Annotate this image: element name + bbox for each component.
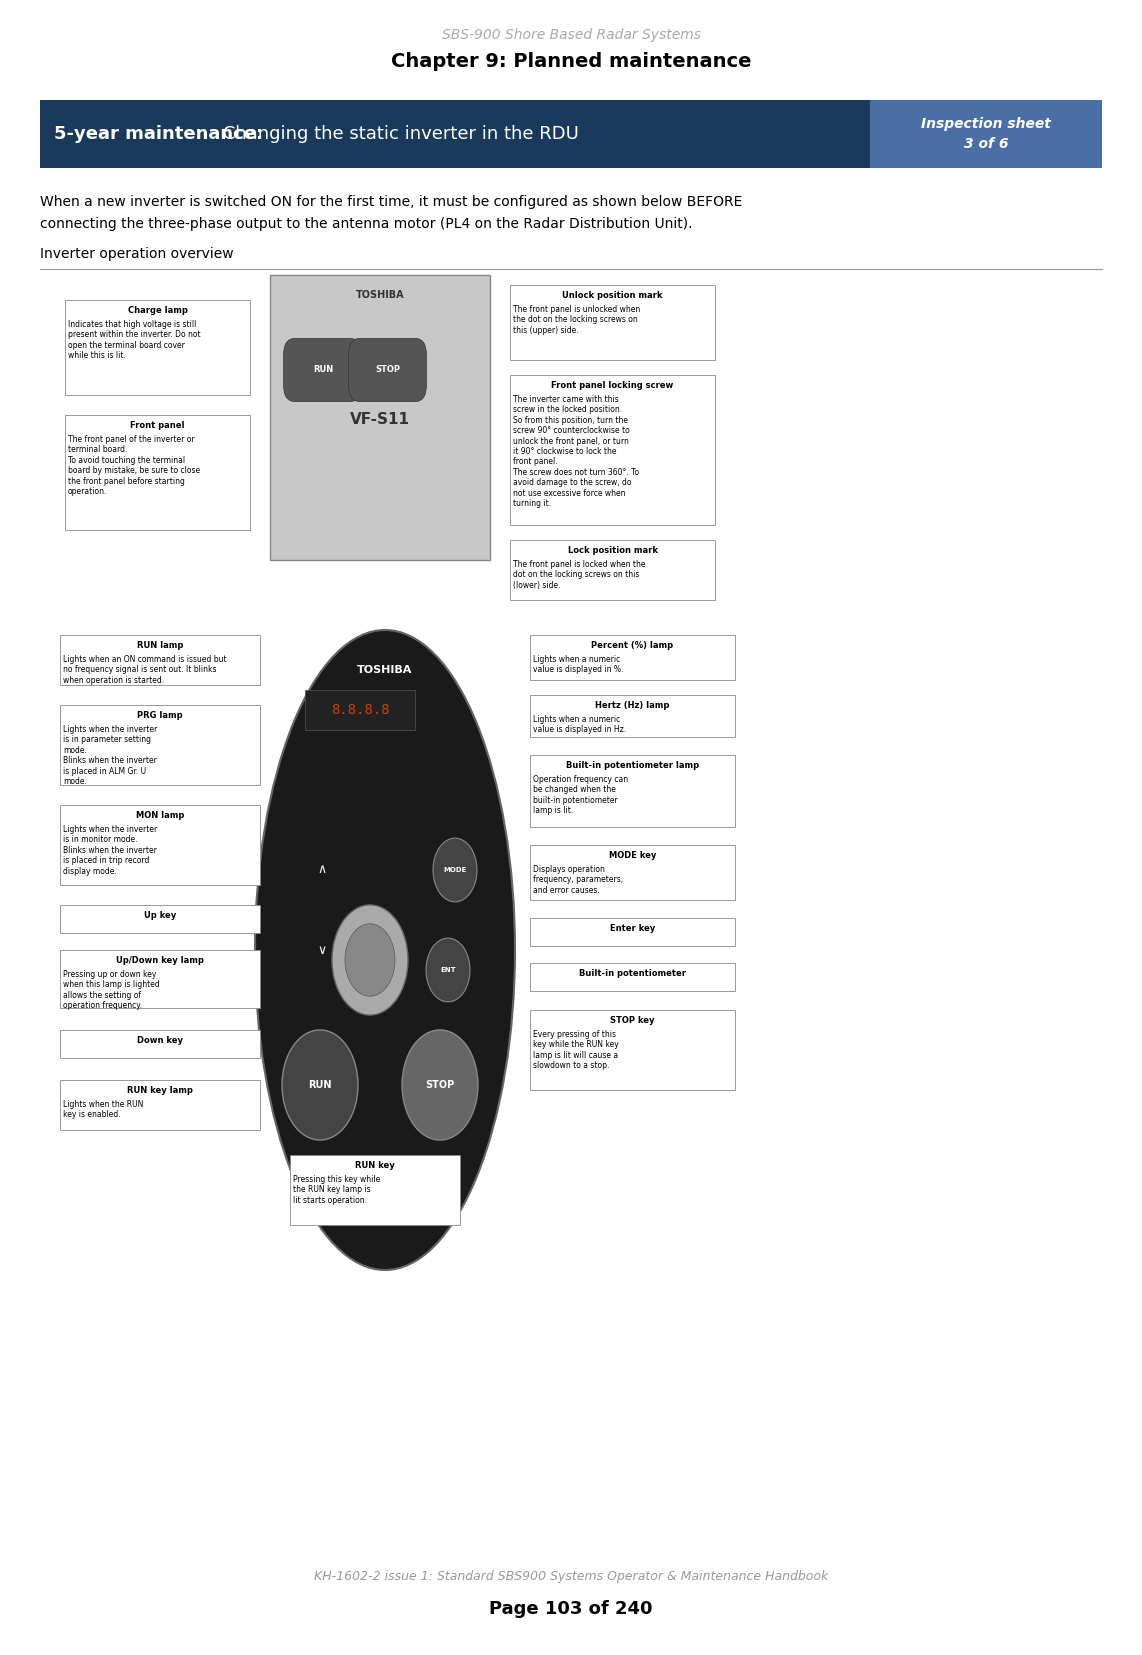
Circle shape xyxy=(433,837,477,902)
FancyBboxPatch shape xyxy=(61,705,260,784)
FancyBboxPatch shape xyxy=(530,963,735,991)
FancyBboxPatch shape xyxy=(61,1029,260,1058)
Text: Lights when the inverter
is in monitor mode.
Blinks when the inverter
is placed : Lights when the inverter is in monitor m… xyxy=(63,824,158,875)
Text: Lights when the RUN
key is enabled.: Lights when the RUN key is enabled. xyxy=(63,1101,144,1119)
Text: 5-year maintenance:: 5-year maintenance: xyxy=(54,126,263,142)
Text: Down key: Down key xyxy=(137,1036,183,1044)
FancyBboxPatch shape xyxy=(530,846,735,900)
Text: Pressing up or down key
when this lamp is lighted
allows the setting of
operatio: Pressing up or down key when this lamp i… xyxy=(63,970,160,1010)
Text: TOSHIBA: TOSHIBA xyxy=(357,665,412,675)
FancyBboxPatch shape xyxy=(40,99,870,169)
FancyBboxPatch shape xyxy=(61,905,260,933)
Text: Lights when a numeric
value is displayed in Hz.: Lights when a numeric value is displayed… xyxy=(533,715,626,735)
Text: Pressing this key while
the RUN key lamp is
lit starts operation.: Pressing this key while the RUN key lamp… xyxy=(293,1175,380,1205)
Text: The front panel is locked when the
dot on the locking screws on this
(lower) sid: The front panel is locked when the dot o… xyxy=(513,559,645,589)
Text: Front panel: Front panel xyxy=(130,420,185,430)
Text: TOSHIBA: TOSHIBA xyxy=(355,290,404,300)
Text: VF-S11: VF-S11 xyxy=(349,412,410,427)
Text: Lock position mark: Lock position mark xyxy=(568,546,658,554)
Text: Enter key: Enter key xyxy=(610,923,656,933)
FancyBboxPatch shape xyxy=(61,950,260,1008)
FancyBboxPatch shape xyxy=(348,339,426,402)
Text: Displays operation
frequency, parameters,
and error causes.: Displays operation frequency, parameters… xyxy=(533,866,624,895)
Text: RUN lamp: RUN lamp xyxy=(137,640,183,650)
FancyBboxPatch shape xyxy=(530,1010,735,1091)
Text: RUN key lamp: RUN key lamp xyxy=(127,1086,193,1096)
Text: STOP: STOP xyxy=(376,366,401,374)
Text: STOP: STOP xyxy=(425,1081,455,1091)
Text: Chapter 9: Planned maintenance: Chapter 9: Planned maintenance xyxy=(391,51,751,71)
FancyBboxPatch shape xyxy=(530,636,735,680)
Text: Page 103 of 240: Page 103 of 240 xyxy=(489,1600,653,1619)
FancyBboxPatch shape xyxy=(870,99,1102,169)
FancyBboxPatch shape xyxy=(530,755,735,828)
FancyBboxPatch shape xyxy=(61,804,260,885)
Text: ∨: ∨ xyxy=(317,943,327,957)
Text: Lights when an ON command is issued but
no frequency signal is sent out. It blin: Lights when an ON command is issued but … xyxy=(63,655,226,685)
Text: Built-in potentiometer: Built-in potentiometer xyxy=(579,968,686,978)
FancyBboxPatch shape xyxy=(65,415,250,530)
Text: Inspection sheet
3 of 6: Inspection sheet 3 of 6 xyxy=(922,118,1051,151)
FancyBboxPatch shape xyxy=(305,690,415,730)
Text: Unlock position mark: Unlock position mark xyxy=(562,291,662,300)
Text: KH-1602-2 issue 1: Standard SBS900 Systems Operator & Maintenance Handbook: KH-1602-2 issue 1: Standard SBS900 Syste… xyxy=(314,1571,828,1582)
FancyBboxPatch shape xyxy=(510,376,715,525)
Text: ENT: ENT xyxy=(440,967,456,973)
Text: Indicates that high voltage is still
present within the inverter. Do not
open th: Indicates that high voltage is still pre… xyxy=(69,319,201,361)
FancyBboxPatch shape xyxy=(510,540,715,601)
FancyBboxPatch shape xyxy=(270,275,490,559)
Text: MON lamp: MON lamp xyxy=(136,811,184,819)
Text: Lights when the inverter
is in parameter setting
mode.
Blinks when the inverter
: Lights when the inverter is in parameter… xyxy=(63,725,158,786)
FancyBboxPatch shape xyxy=(61,636,260,685)
Circle shape xyxy=(282,1029,357,1140)
Text: 8.8.8.8: 8.8.8.8 xyxy=(331,703,389,717)
Text: PRG lamp: PRG lamp xyxy=(137,712,183,720)
FancyBboxPatch shape xyxy=(65,300,250,396)
Text: Every pressing of this
key while the RUN key
lamp is lit will cause a
slowdown t: Every pressing of this key while the RUN… xyxy=(533,1029,619,1071)
Text: Changing the static inverter in the RDU: Changing the static inverter in the RDU xyxy=(217,126,579,142)
Text: MODE key: MODE key xyxy=(609,851,657,861)
Text: Hertz (Hz) lamp: Hertz (Hz) lamp xyxy=(595,702,669,710)
Text: RUN: RUN xyxy=(313,366,333,374)
Text: STOP key: STOP key xyxy=(610,1016,654,1024)
Text: RUN key: RUN key xyxy=(355,1162,395,1170)
Text: Inverter operation overview: Inverter operation overview xyxy=(40,247,234,261)
Circle shape xyxy=(426,938,471,1001)
FancyBboxPatch shape xyxy=(290,1155,460,1225)
Circle shape xyxy=(402,1029,478,1140)
FancyBboxPatch shape xyxy=(283,339,361,402)
Text: ∧: ∧ xyxy=(317,864,327,877)
FancyBboxPatch shape xyxy=(61,1081,260,1130)
Text: The front panel of the inverter or
terminal board.
To avoid touching the termina: The front panel of the inverter or termi… xyxy=(69,435,200,496)
Text: Up key: Up key xyxy=(144,910,176,920)
Text: Front panel locking screw: Front panel locking screw xyxy=(552,381,674,391)
Text: Percent (%) lamp: Percent (%) lamp xyxy=(592,640,674,650)
FancyBboxPatch shape xyxy=(510,285,715,361)
Text: Built-in potentiometer lamp: Built-in potentiometer lamp xyxy=(566,761,699,770)
Text: MODE: MODE xyxy=(443,867,467,872)
Text: Charge lamp: Charge lamp xyxy=(128,306,187,314)
Text: SBS-900 Shore Based Radar Systems: SBS-900 Shore Based Radar Systems xyxy=(442,28,700,41)
Text: Up/Down key lamp: Up/Down key lamp xyxy=(116,957,204,965)
FancyBboxPatch shape xyxy=(530,695,735,736)
Text: When a new inverter is switched ON for the first time, it must be configured as : When a new inverter is switched ON for t… xyxy=(40,195,742,209)
Circle shape xyxy=(345,923,395,996)
FancyBboxPatch shape xyxy=(530,919,735,947)
Circle shape xyxy=(332,905,408,1015)
Ellipse shape xyxy=(255,631,515,1269)
Text: Lights when a numeric
value is displayed in %.: Lights when a numeric value is displayed… xyxy=(533,655,624,674)
Text: Operation frequency can
be changed when the
built-in potentiometer
lamp is lit.: Operation frequency can be changed when … xyxy=(533,775,628,816)
Text: connecting the three-phase output to the antenna motor (PL4 on the Radar Distrib: connecting the three-phase output to the… xyxy=(40,217,692,232)
Text: RUN: RUN xyxy=(308,1081,331,1091)
Text: The front panel is unlocked when
the dot on the locking screws on
this (upper) s: The front panel is unlocked when the dot… xyxy=(513,305,641,334)
Text: The inverter came with this
screw in the locked position.
So from this position,: The inverter came with this screw in the… xyxy=(513,396,640,508)
